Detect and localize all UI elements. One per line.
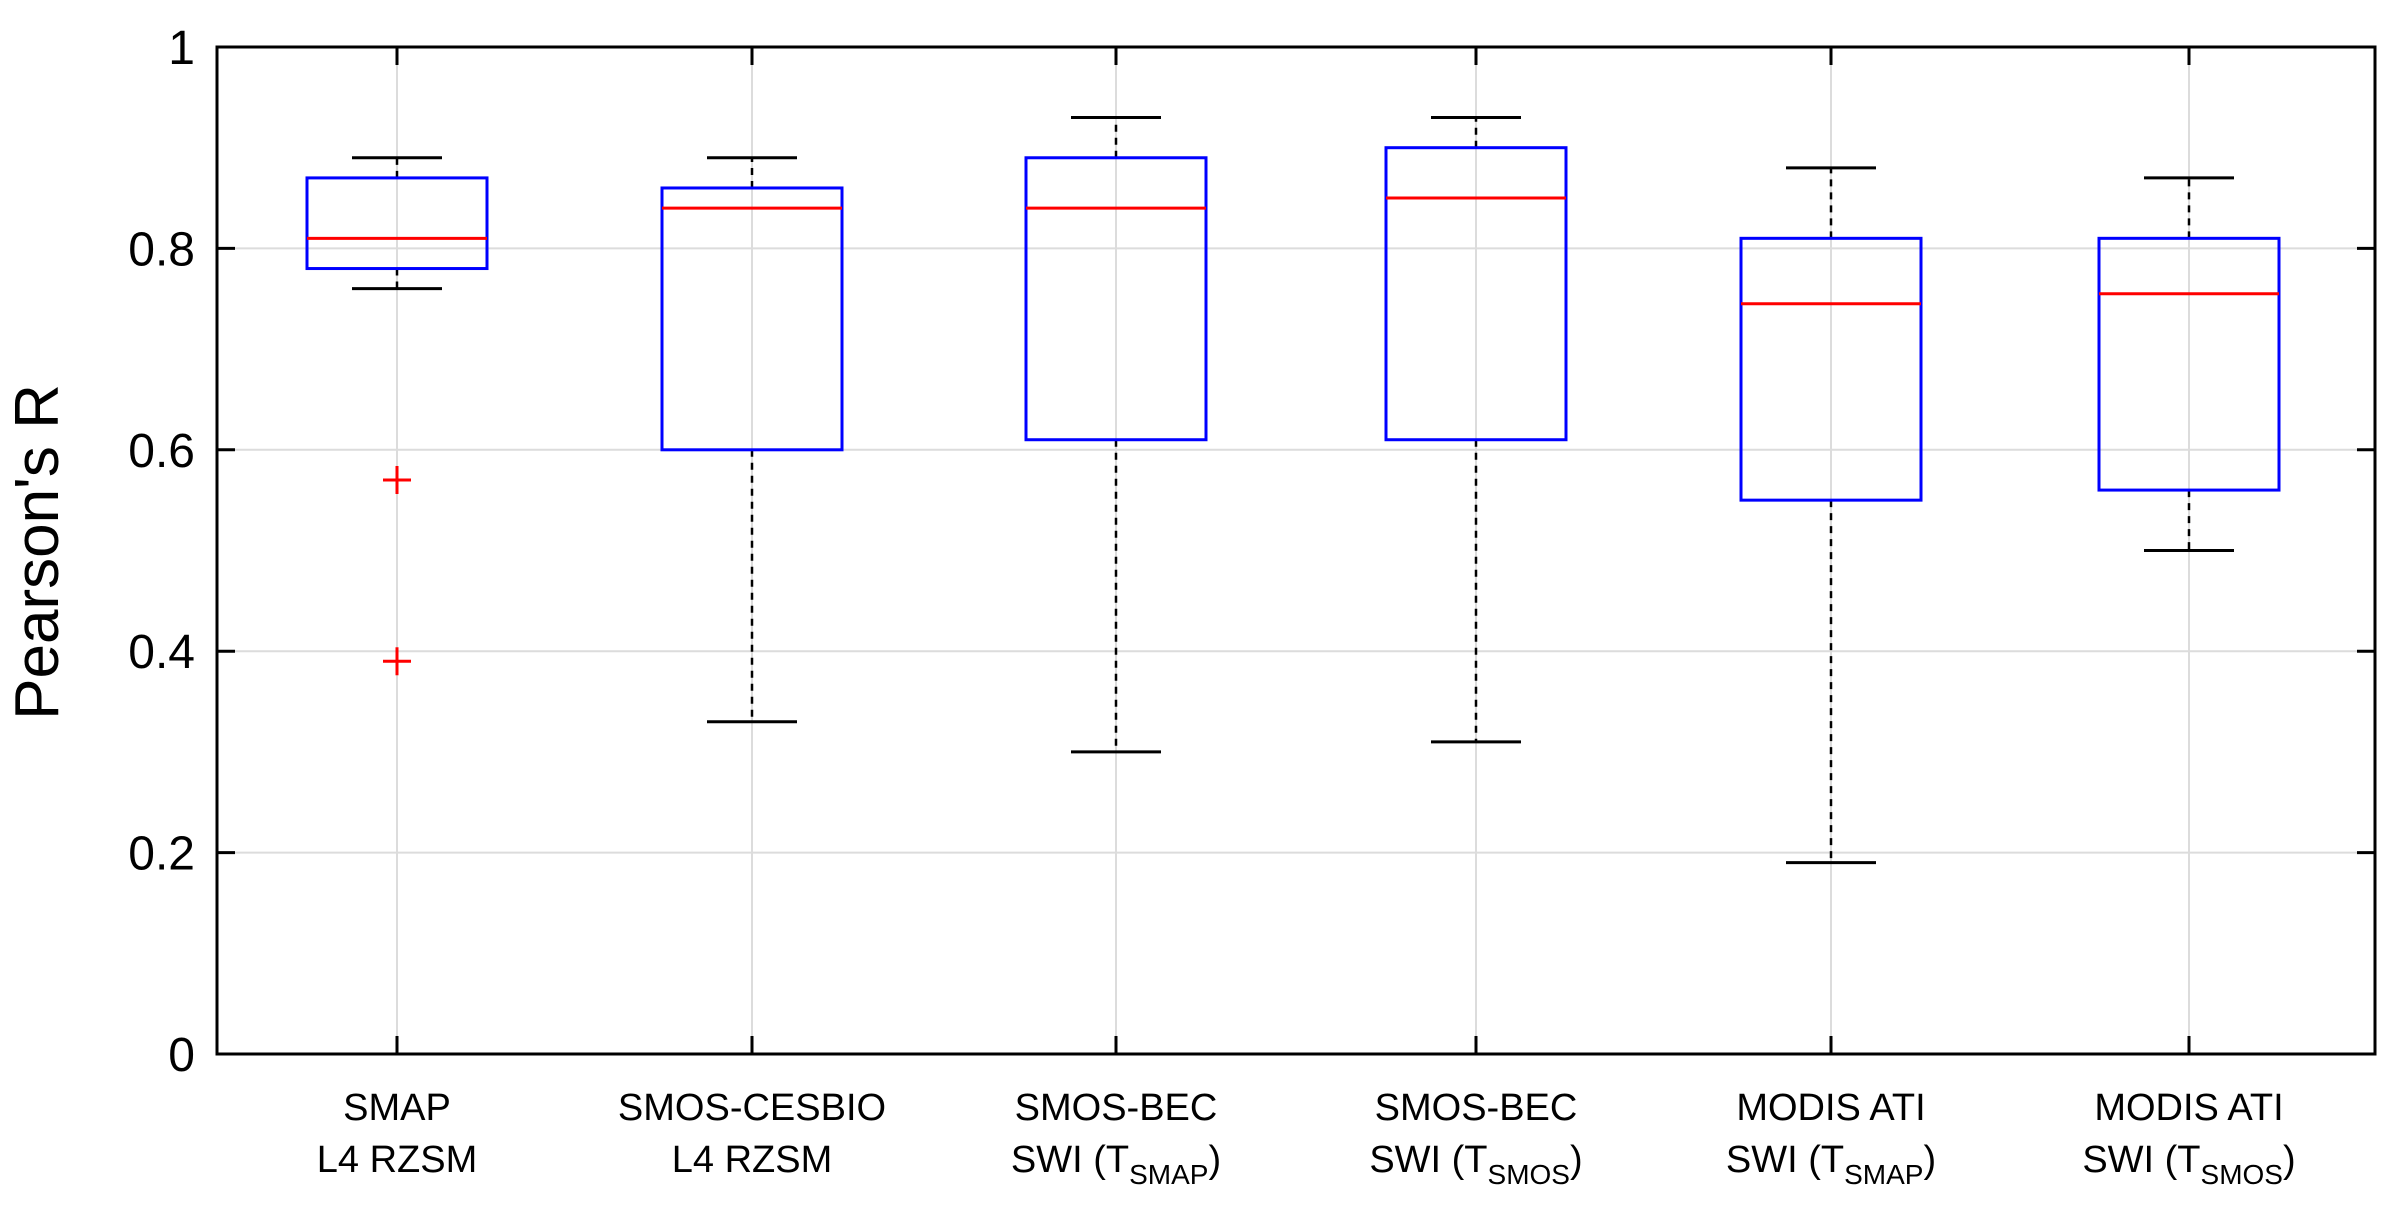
y-tick-label: 0.2 (128, 828, 195, 881)
box-group (1739, 166, 1923, 865)
category-label-text: SWI (T (1011, 1139, 1129, 1181)
iqr-box (1739, 236, 1923, 502)
category-label-line2: L4 RZSM (672, 1139, 832, 1181)
y-tick-label: 1 (168, 22, 195, 75)
y-tick-label: 0 (168, 1029, 195, 1082)
category-label-line1: MODIS ATI (1736, 1087, 1925, 1129)
category-label-text: SWI (T (2082, 1139, 2200, 1181)
category-label-line2: SWI (TSMAP) (1726, 1139, 1936, 1190)
category-label-line2: SWI (TSMOS) (2082, 1139, 2295, 1190)
category-label-line2: SWI (TSMOS) (1369, 1139, 1582, 1190)
y-tick-label: 0.8 (128, 223, 195, 276)
box-group (1024, 115, 1208, 754)
category-label-subscript: SMAP (1844, 1159, 1923, 1190)
category-label-subscript: SMOS (1488, 1159, 1570, 1190)
box-group (1384, 115, 1568, 744)
category-label-line1: SMAP (343, 1087, 451, 1129)
plot-area (305, 115, 2281, 865)
category-label-line1: SMOS-CESBIO (618, 1087, 886, 1129)
iqr-box (1384, 146, 1568, 442)
category-label-text: L4 RZSM (672, 1139, 832, 1181)
box-group (2097, 176, 2281, 552)
category-label-end: ) (2283, 1139, 2296, 1181)
category-label-line2: L4 RZSM (317, 1139, 477, 1181)
category-label-subscript: SMOS (2201, 1159, 2283, 1190)
category-label-line1: SMOS-BEC (1015, 1087, 1218, 1129)
category-label-text: L4 RZSM (317, 1139, 477, 1181)
iqr-box (1024, 156, 1208, 442)
y-tick-label: 0.4 (128, 626, 195, 679)
category-label-text: SWI (T (1369, 1139, 1487, 1181)
category-label-line2: SWI (TSMAP) (1011, 1139, 1221, 1190)
iqr-box (660, 186, 844, 452)
grid-lines (217, 46, 2375, 1055)
axis-ticks: 0 0.2 0.4 0.6 0.8 1 SMAP L4 RZSM SMOS-CESBIO L4 R… (128, 22, 2375, 1190)
category-label-line1: SMOS-BEC (1375, 1087, 1578, 1129)
category-label-end: ) (1923, 1139, 1936, 1181)
category-label-subscript: SMAP (1129, 1159, 1208, 1190)
category-label-line1: MODIS ATI (2094, 1087, 2283, 1129)
y-axis-label: Pearson's R (3, 384, 72, 720)
y-tick-label: 0.6 (128, 425, 195, 478)
axes-frame (215, 45, 2377, 1056)
box-group (305, 156, 489, 676)
category-label-end: ) (1208, 1139, 1221, 1181)
iqr-box (305, 176, 489, 271)
category-label-end: ) (1570, 1139, 1583, 1181)
category-label-text: SWI (T (1726, 1139, 1844, 1181)
iqr-box (2097, 236, 2281, 492)
box-group (660, 156, 844, 724)
